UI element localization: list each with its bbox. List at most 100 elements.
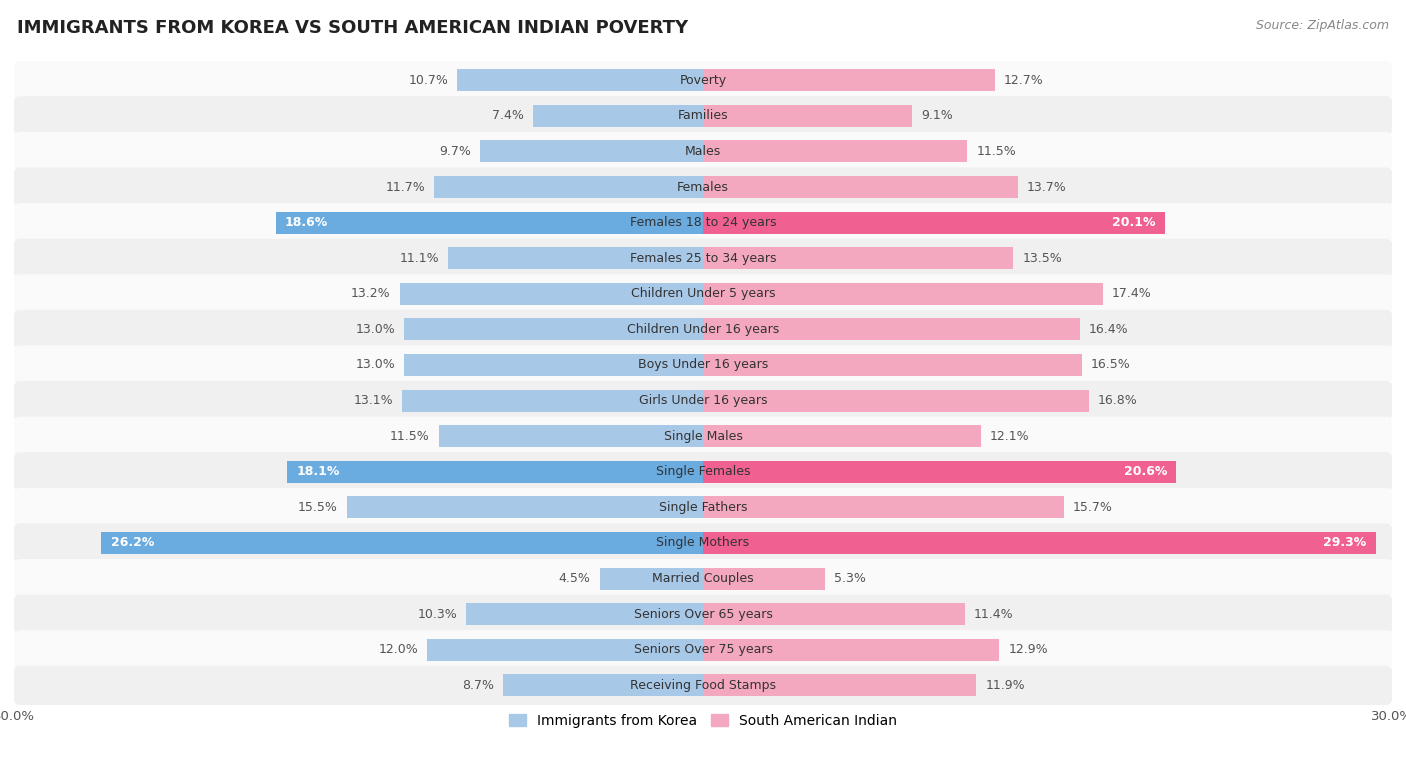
Text: 16.4%: 16.4% xyxy=(1088,323,1129,336)
Text: 10.3%: 10.3% xyxy=(418,608,457,621)
Text: 13.5%: 13.5% xyxy=(1022,252,1062,265)
Text: Females 18 to 24 years: Females 18 to 24 years xyxy=(630,216,776,229)
Bar xyxy=(402,390,703,412)
Text: Families: Families xyxy=(678,109,728,122)
Bar xyxy=(457,69,703,91)
Text: 9.7%: 9.7% xyxy=(439,145,471,158)
Bar xyxy=(405,318,703,340)
Text: Married Couples: Married Couples xyxy=(652,572,754,585)
Text: Source: ZipAtlas.com: Source: ZipAtlas.com xyxy=(1256,19,1389,32)
Text: Females 25 to 34 years: Females 25 to 34 years xyxy=(630,252,776,265)
FancyBboxPatch shape xyxy=(13,417,1393,456)
FancyBboxPatch shape xyxy=(13,666,1393,705)
Text: 12.1%: 12.1% xyxy=(990,430,1029,443)
Text: Children Under 5 years: Children Under 5 years xyxy=(631,287,775,300)
FancyBboxPatch shape xyxy=(13,630,1393,669)
Text: 15.5%: 15.5% xyxy=(298,501,337,514)
Text: 11.1%: 11.1% xyxy=(399,252,439,265)
Bar xyxy=(703,318,1080,340)
Bar xyxy=(703,390,1088,412)
Bar xyxy=(703,568,825,590)
FancyBboxPatch shape xyxy=(13,203,1393,243)
Text: 4.5%: 4.5% xyxy=(558,572,591,585)
Bar xyxy=(703,603,965,625)
Text: 15.7%: 15.7% xyxy=(1073,501,1112,514)
Text: Girls Under 16 years: Girls Under 16 years xyxy=(638,394,768,407)
Text: Children Under 16 years: Children Under 16 years xyxy=(627,323,779,336)
Text: Single Males: Single Males xyxy=(664,430,742,443)
Text: 13.0%: 13.0% xyxy=(356,323,395,336)
Text: 17.4%: 17.4% xyxy=(1112,287,1152,300)
Text: 12.7%: 12.7% xyxy=(1004,74,1043,86)
Text: 5.3%: 5.3% xyxy=(834,572,866,585)
Text: Males: Males xyxy=(685,145,721,158)
FancyBboxPatch shape xyxy=(13,239,1393,277)
Text: 20.6%: 20.6% xyxy=(1123,465,1167,478)
FancyBboxPatch shape xyxy=(13,453,1393,491)
Text: IMMIGRANTS FROM KOREA VS SOUTH AMERICAN INDIAN POVERTY: IMMIGRANTS FROM KOREA VS SOUTH AMERICAN … xyxy=(17,19,688,37)
Bar xyxy=(481,140,703,162)
Bar xyxy=(439,425,703,447)
Text: 20.1%: 20.1% xyxy=(1112,216,1156,229)
Text: Poverty: Poverty xyxy=(679,74,727,86)
Text: Seniors Over 75 years: Seniors Over 75 years xyxy=(634,644,772,656)
Text: Seniors Over 65 years: Seniors Over 65 years xyxy=(634,608,772,621)
FancyBboxPatch shape xyxy=(13,132,1393,171)
FancyBboxPatch shape xyxy=(13,274,1393,313)
Bar xyxy=(703,639,1000,661)
Text: 18.6%: 18.6% xyxy=(285,216,328,229)
FancyBboxPatch shape xyxy=(13,523,1393,562)
Legend: Immigrants from Korea, South American Indian: Immigrants from Korea, South American In… xyxy=(503,708,903,734)
Text: 16.8%: 16.8% xyxy=(1098,394,1137,407)
Text: 11.5%: 11.5% xyxy=(389,430,430,443)
Bar xyxy=(703,461,1175,483)
Text: 11.9%: 11.9% xyxy=(986,679,1025,692)
Bar xyxy=(287,461,703,483)
Bar xyxy=(703,247,1012,269)
FancyBboxPatch shape xyxy=(13,381,1393,420)
Text: 29.3%: 29.3% xyxy=(1323,537,1367,550)
Text: Receiving Food Stamps: Receiving Food Stamps xyxy=(630,679,776,692)
Bar xyxy=(703,211,1164,233)
Text: 7.4%: 7.4% xyxy=(492,109,524,122)
Bar xyxy=(101,532,703,554)
Text: 8.7%: 8.7% xyxy=(463,679,494,692)
Bar xyxy=(399,283,703,305)
Bar xyxy=(703,105,912,127)
Text: 12.9%: 12.9% xyxy=(1008,644,1047,656)
Bar xyxy=(703,69,994,91)
Bar xyxy=(703,283,1102,305)
FancyBboxPatch shape xyxy=(13,488,1393,527)
Bar xyxy=(467,603,703,625)
Bar xyxy=(449,247,703,269)
Bar xyxy=(434,176,703,198)
Bar xyxy=(347,496,703,518)
Text: Boys Under 16 years: Boys Under 16 years xyxy=(638,359,768,371)
Bar xyxy=(703,354,1083,376)
Text: 12.0%: 12.0% xyxy=(378,644,418,656)
FancyBboxPatch shape xyxy=(13,168,1393,207)
Text: 26.2%: 26.2% xyxy=(111,537,153,550)
Text: 13.7%: 13.7% xyxy=(1026,180,1067,193)
Bar xyxy=(703,176,1018,198)
Text: Single Fathers: Single Fathers xyxy=(659,501,747,514)
Text: 13.0%: 13.0% xyxy=(356,359,395,371)
Bar xyxy=(703,496,1063,518)
Text: 13.1%: 13.1% xyxy=(353,394,392,407)
Bar xyxy=(703,532,1376,554)
Text: 18.1%: 18.1% xyxy=(297,465,340,478)
Bar xyxy=(599,568,703,590)
Text: 11.5%: 11.5% xyxy=(976,145,1017,158)
Bar xyxy=(503,675,703,697)
Bar xyxy=(276,211,703,233)
FancyBboxPatch shape xyxy=(13,96,1393,136)
Text: 11.7%: 11.7% xyxy=(385,180,425,193)
Text: Single Mothers: Single Mothers xyxy=(657,537,749,550)
Bar xyxy=(405,354,703,376)
Text: 13.2%: 13.2% xyxy=(352,287,391,300)
Text: Females: Females xyxy=(678,180,728,193)
Text: 9.1%: 9.1% xyxy=(921,109,953,122)
Bar xyxy=(703,675,976,697)
Bar xyxy=(703,425,981,447)
FancyBboxPatch shape xyxy=(13,559,1393,598)
